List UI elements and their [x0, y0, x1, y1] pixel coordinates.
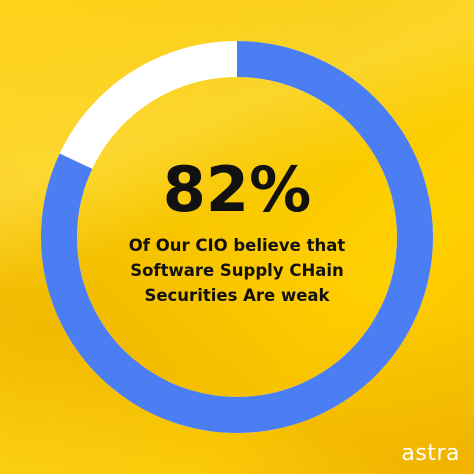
percentage-label: 82% [163, 153, 311, 226]
donut-segment [41, 41, 433, 433]
brand-logo: astra [401, 441, 460, 466]
caption: Of Our CIO believe that Software Supply … [128, 236, 346, 305]
